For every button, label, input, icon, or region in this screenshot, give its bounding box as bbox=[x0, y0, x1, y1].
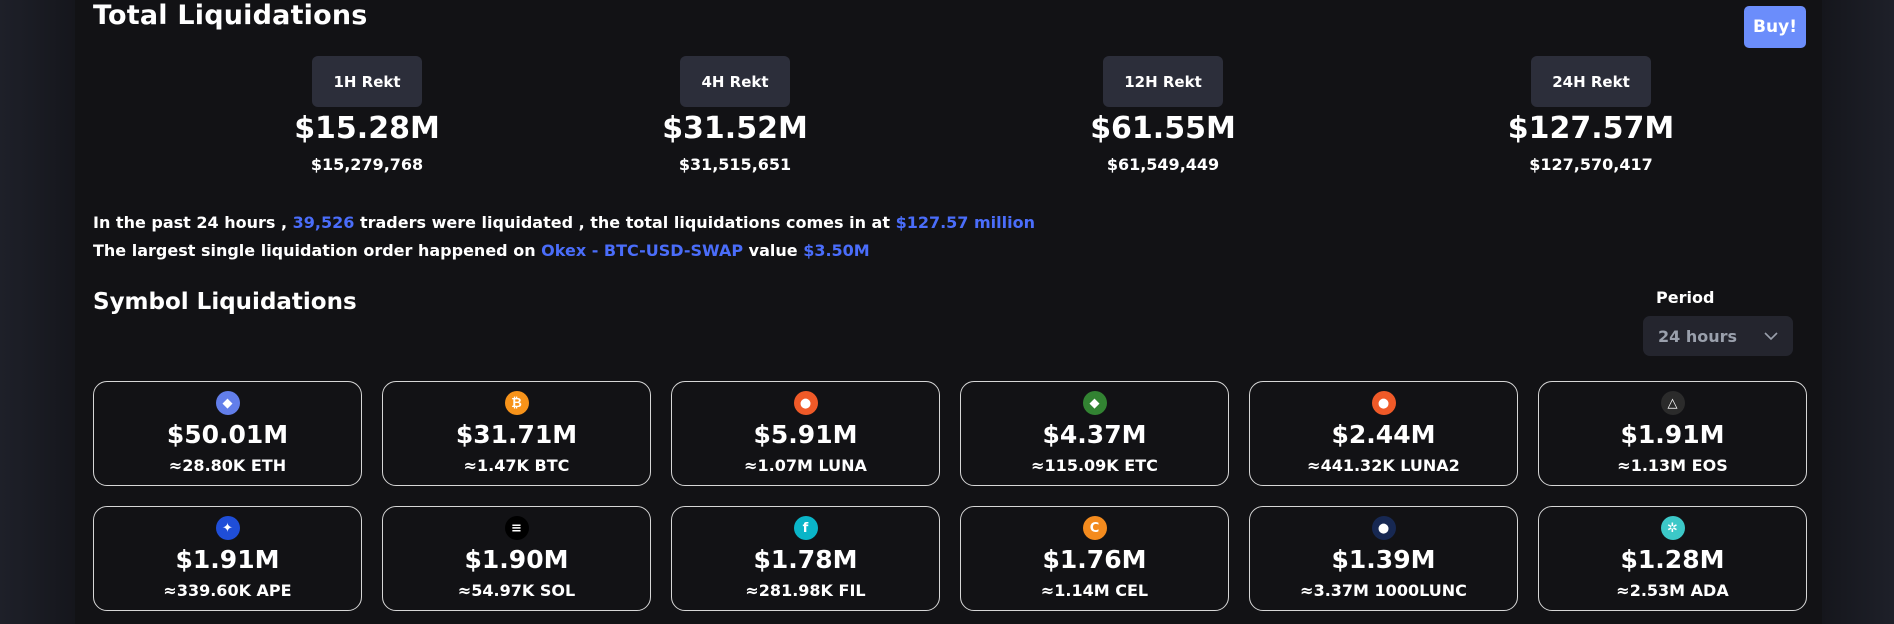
page-title: Total Liquidations bbox=[93, 0, 368, 31]
summary-text: The largest single liquidation order hap… bbox=[93, 241, 536, 260]
symbol-value: $1.90M bbox=[464, 545, 569, 574]
symbol-value: $1.91M bbox=[1620, 420, 1725, 449]
symbol-value: $50.01M bbox=[166, 420, 289, 449]
rekt-exact-4h: $31,515,651 bbox=[678, 155, 792, 174]
symbol-card[interactable]: ● $2.44M ≈441.32K LUNA2 bbox=[1249, 381, 1518, 486]
symbol-card[interactable]: △ $1.91M ≈1.13M EOS bbox=[1538, 381, 1807, 486]
rekt-value-12h: $61.55M bbox=[1090, 111, 1236, 146]
sol-icon: ≡ bbox=[504, 516, 529, 540]
symbol-value: $4.37M bbox=[1042, 420, 1147, 449]
summary-line-1: In the past 24 hours , 39,526 traders we… bbox=[93, 209, 1035, 237]
rekt-value-1h: $15.28M bbox=[294, 111, 440, 146]
symbol-value: $1.39M bbox=[1331, 545, 1436, 574]
symbol-value: $1.91M bbox=[175, 545, 280, 574]
symbol-amount: ≈54.97K SOL bbox=[457, 581, 576, 600]
symbol-amount: ≈281.98K FIL bbox=[745, 581, 866, 600]
rekt-badge-1h[interactable]: 1H Rekt bbox=[312, 56, 422, 107]
page-background-left bbox=[0, 0, 75, 624]
rekt-value-24h: $127.57M bbox=[1507, 111, 1675, 146]
ape-icon: ✦ bbox=[215, 516, 240, 540]
largest-order-link[interactable]: Okex - BTC-USD-SWAP bbox=[541, 241, 744, 260]
symbol-amount: ≈441.32K LUNA2 bbox=[1307, 456, 1460, 475]
symbol-amount: ≈2.53M ADA bbox=[1616, 581, 1729, 600]
liquidation-summary: In the past 24 hours , 39,526 traders we… bbox=[93, 209, 1035, 265]
symbol-grid: ◆ $50.01M ≈28.80K ETH ₿ $31.71M ≈1.47K BTC ● $5… bbox=[93, 381, 1807, 611]
symbol-amount: ≈28.80K ETH bbox=[168, 456, 287, 475]
rekt-exact-12h: $61,549,449 bbox=[1106, 155, 1220, 174]
eos-icon: △ bbox=[1660, 391, 1685, 415]
symbol-card[interactable]: f $1.78M ≈281.98K FIL bbox=[671, 506, 940, 611]
symbol-amount: ≈1.07M LUNA bbox=[744, 456, 867, 475]
symbol-card[interactable]: ◆ $4.37M ≈115.09K ETC bbox=[960, 381, 1229, 486]
rekt-4h: 4H Rekt $31.52M $31,515,651 bbox=[615, 56, 855, 174]
symbol-value: $1.76M bbox=[1042, 545, 1147, 574]
symbol-amount: ≈3.37M 1000LUNC bbox=[1300, 581, 1467, 600]
trader-count-link[interactable]: 39,526 bbox=[292, 213, 355, 232]
symbol-value: $31.71M bbox=[455, 420, 578, 449]
fil-icon: f bbox=[793, 516, 818, 540]
symbol-card[interactable]: ◆ $50.01M ≈28.80K ETH bbox=[93, 381, 362, 486]
buy-button[interactable]: Buy! bbox=[1744, 6, 1806, 48]
rekt-badge-24h[interactable]: 24H Rekt bbox=[1531, 56, 1651, 107]
rekt-badge-4h[interactable]: 4H Rekt bbox=[680, 56, 790, 107]
symbol-card[interactable]: ✲ $1.28M ≈2.53M ADA bbox=[1538, 506, 1807, 611]
symbol-card[interactable]: ● $1.39M ≈3.37M 1000LUNC bbox=[1249, 506, 1518, 611]
rekt-1h: 1H Rekt $15.28M $15,279,768 bbox=[247, 56, 487, 174]
symbol-card[interactable]: C $1.76M ≈1.14M CEL bbox=[960, 506, 1229, 611]
ada-icon: ✲ bbox=[1660, 516, 1685, 540]
period-label: Period bbox=[1656, 288, 1715, 307]
symbol-value: $5.91M bbox=[753, 420, 858, 449]
summary-text: value bbox=[748, 241, 798, 260]
symbol-amount: ≈1.14M CEL bbox=[1040, 581, 1149, 600]
largest-order-value-link[interactable]: $3.50M bbox=[803, 241, 870, 260]
rekt-badge-12h[interactable]: 12H Rekt bbox=[1103, 56, 1223, 107]
symbol-card[interactable]: ✦ $1.91M ≈339.60K APE bbox=[93, 506, 362, 611]
chevron-down-icon bbox=[1764, 331, 1778, 340]
btc-icon: ₿ bbox=[504, 391, 529, 415]
symbol-amount: ≈1.13M EOS bbox=[1617, 456, 1728, 475]
symbol-amount: ≈115.09K ETC bbox=[1031, 456, 1158, 475]
section-title: Symbol Liquidations bbox=[93, 289, 357, 315]
rekt-exact-1h: $15,279,768 bbox=[310, 155, 424, 174]
symbol-value: $2.44M bbox=[1331, 420, 1436, 449]
rekt-12h: 12H Rekt $61.55M $61,549,449 bbox=[1043, 56, 1283, 174]
summary-text: In the past 24 hours , bbox=[93, 213, 288, 232]
symbol-amount: ≈339.60K APE bbox=[163, 581, 292, 600]
symbol-value: $1.78M bbox=[753, 545, 858, 574]
rekt-value-4h: $31.52M bbox=[662, 111, 808, 146]
symbol-amount: ≈1.47K BTC bbox=[463, 456, 570, 475]
symbol-card[interactable]: ≡ $1.90M ≈54.97K SOL bbox=[382, 506, 651, 611]
luna2-icon: ● bbox=[1371, 391, 1396, 415]
symbol-card[interactable]: ● $5.91M ≈1.07M LUNA bbox=[671, 381, 940, 486]
period-select[interactable]: 24 hours bbox=[1643, 316, 1793, 356]
luna-icon: ● bbox=[793, 391, 818, 415]
eth-icon: ◆ bbox=[215, 391, 240, 415]
page-background-right bbox=[1822, 0, 1894, 624]
summary-text: traders were liquidated , the total liqu… bbox=[359, 213, 890, 232]
rekt-24h: 24H Rekt $127.57M $127,570,417 bbox=[1471, 56, 1711, 174]
symbol-card[interactable]: ₿ $31.71M ≈1.47K BTC bbox=[382, 381, 651, 486]
summary-line-2: The largest single liquidation order hap… bbox=[93, 237, 1035, 265]
lunc-icon: ● bbox=[1371, 516, 1396, 540]
cel-icon: C bbox=[1082, 516, 1107, 540]
etc-icon: ◆ bbox=[1082, 391, 1107, 415]
symbol-value: $1.28M bbox=[1620, 545, 1725, 574]
total-liquidations-link[interactable]: $127.57 million bbox=[895, 213, 1035, 232]
rekt-exact-24h: $127,570,417 bbox=[1529, 155, 1653, 174]
period-value: 24 hours bbox=[1658, 326, 1738, 346]
